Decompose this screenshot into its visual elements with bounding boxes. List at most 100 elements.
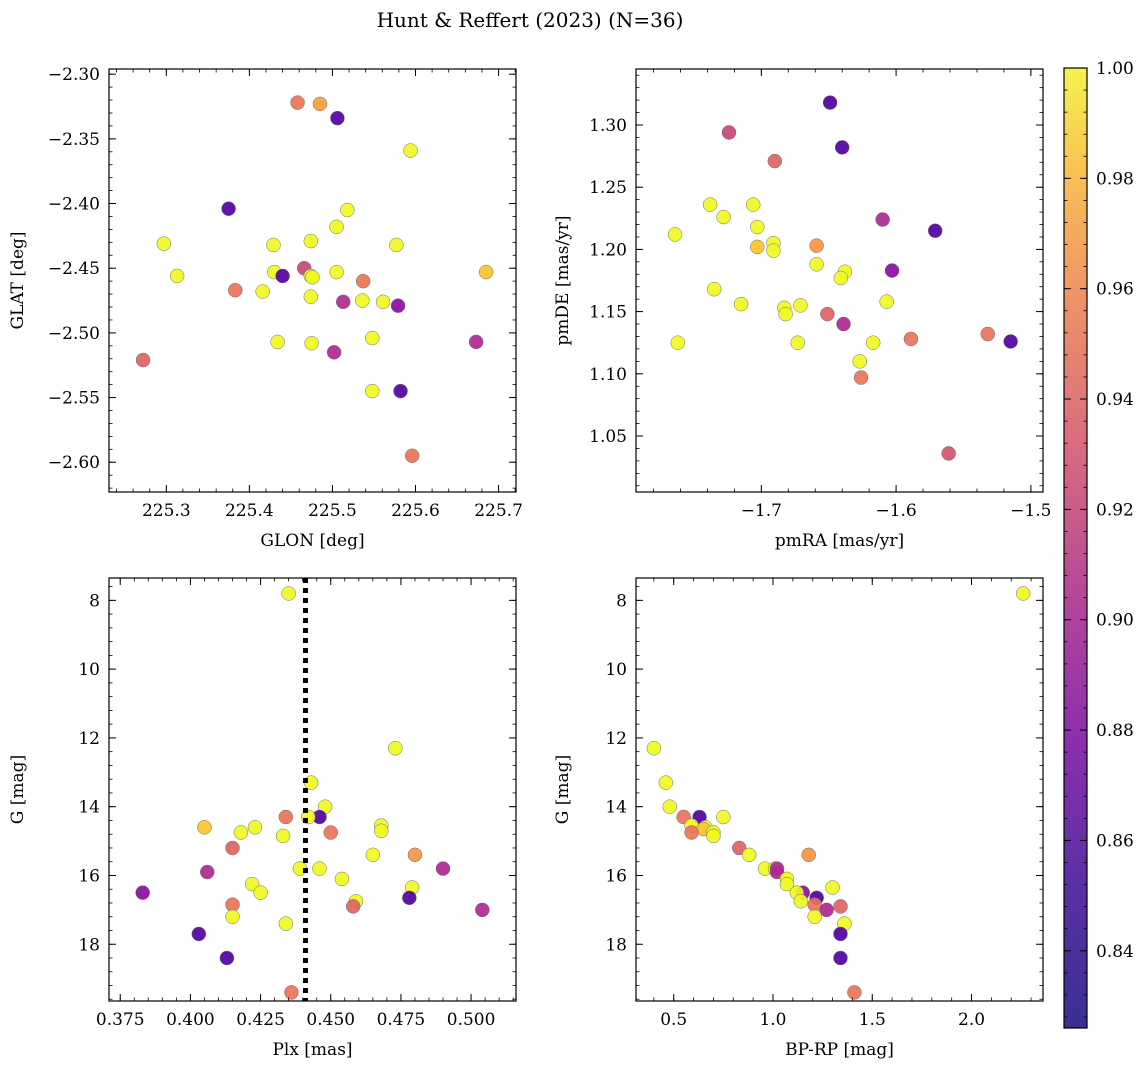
ticks: 225.3 225.4 225.5 225.6 225.7 −2.60 −2.55 −2.50… xyxy=(48,65,523,521)
data-point xyxy=(833,926,848,942)
x-tick-label: 1.0 xyxy=(759,1010,786,1030)
x-axis-label: Plx [mas] xyxy=(272,1040,352,1060)
y-axis-label: G [mag] xyxy=(553,755,573,824)
data-point xyxy=(169,268,185,284)
data-point xyxy=(478,264,494,280)
data-point xyxy=(769,864,785,880)
data-point xyxy=(646,740,662,756)
data-point xyxy=(290,95,305,110)
x-tick-label: 0.500 xyxy=(447,1010,496,1030)
data-point xyxy=(278,809,294,825)
panels: 225.3 225.4 225.5 225.6 225.7 −2.60 −2.55 −2.50… xyxy=(8,65,1052,1060)
data-point xyxy=(365,383,380,399)
data-point xyxy=(191,926,207,942)
data-point xyxy=(135,885,150,900)
data-point xyxy=(303,289,319,304)
data-point xyxy=(312,861,327,876)
plot-area xyxy=(667,95,1018,461)
x-tick-label: −1.5 xyxy=(1010,501,1051,521)
x-tick-label: 0.375 xyxy=(96,1010,145,1030)
data-point xyxy=(225,909,240,924)
data-point xyxy=(836,316,851,332)
data-point xyxy=(326,345,342,360)
data-point xyxy=(819,902,834,918)
data-point xyxy=(793,894,809,909)
panel-1: 225.3 225.4 225.5 225.6 225.7 −2.60 −2.55 −2.50… xyxy=(8,65,523,551)
y-tick-label: 12 xyxy=(78,729,100,749)
data-point xyxy=(475,902,490,918)
ticks: 0.375 0.400 0.425 0.450 0.475 0.500 8 10 12 14 16 1… xyxy=(78,578,516,1030)
data-point xyxy=(404,448,420,464)
y-tick-label: −2.40 xyxy=(48,195,100,215)
data-point xyxy=(281,586,296,601)
data-point xyxy=(407,847,423,863)
y-tick-label: −2.55 xyxy=(48,389,100,409)
data-point xyxy=(733,296,749,312)
x-axis-label: pmRA [mas/yr] xyxy=(775,531,904,551)
x-tick-label: 1.5 xyxy=(859,1010,886,1030)
axes-frame xyxy=(635,68,1044,493)
y-axis-label: GLAT [deg] xyxy=(8,231,28,329)
data-point xyxy=(834,140,850,155)
data-point xyxy=(197,820,212,835)
data-point xyxy=(389,237,404,253)
data-point xyxy=(879,294,894,309)
x-axis-label: BP-RP [mag] xyxy=(785,1040,894,1060)
data-point xyxy=(807,909,822,924)
data-point xyxy=(393,383,408,399)
y-tick-label: 14 xyxy=(78,798,100,818)
x-tick-label: 225.5 xyxy=(308,501,357,521)
data-point xyxy=(793,298,808,313)
plot-area xyxy=(135,95,494,464)
data-point xyxy=(388,740,403,756)
data-point xyxy=(305,270,320,285)
data-point xyxy=(375,294,391,310)
x-tick-label: 225.6 xyxy=(391,501,440,521)
data-point xyxy=(402,890,417,906)
data-point xyxy=(766,243,781,258)
data-point xyxy=(219,950,235,966)
panel-2: −1.7 −1.6 −1.5 1.05 1.10 1.15 1.20 1.25 1.30 pmRA… xyxy=(553,68,1052,551)
data-point xyxy=(833,950,848,966)
y-tick-label: 10 xyxy=(605,660,627,680)
data-point xyxy=(670,335,686,350)
y-tick-label: 12 xyxy=(605,729,627,749)
data-point xyxy=(809,257,824,272)
data-point xyxy=(345,899,361,914)
data-point xyxy=(1003,334,1018,349)
y-tick-label: −2.45 xyxy=(48,259,100,279)
colorbar-tick-label: 0.84 xyxy=(1096,942,1134,962)
data-point xyxy=(825,880,840,895)
data-point xyxy=(941,446,956,461)
colorbar-tick-label: 0.88 xyxy=(1096,721,1134,741)
colorbar-tick-label: 1.00 xyxy=(1096,59,1134,79)
y-tick-label: 1.25 xyxy=(589,178,627,198)
data-point xyxy=(750,219,765,235)
axes-frame xyxy=(635,577,1044,1002)
data-point xyxy=(468,334,484,350)
data-point xyxy=(266,237,281,253)
x-tick-label: −1.6 xyxy=(875,501,916,521)
data-point xyxy=(278,916,294,931)
data-point xyxy=(820,306,835,322)
y-tick-label: −2.50 xyxy=(48,324,100,344)
data-point xyxy=(365,847,381,863)
data-point xyxy=(335,294,351,310)
data-point xyxy=(721,125,737,140)
data-point xyxy=(767,153,783,169)
data-point xyxy=(903,331,919,347)
x-tick-label: 225.3 xyxy=(142,501,191,521)
colorbar: 0.84 0.86 0.88 0.90 0.92 0.94 0.96 0.98 1.00 xyxy=(1063,59,1134,1029)
data-point xyxy=(853,370,869,385)
data-point xyxy=(275,268,290,284)
data-point xyxy=(156,236,172,251)
data-point xyxy=(403,143,418,158)
figure-title: Hunt & Reffert (2023) (N=36) xyxy=(377,8,684,32)
data-point xyxy=(684,825,699,840)
data-point xyxy=(355,293,370,308)
y-axis-label: G [mag] xyxy=(8,755,28,824)
data-point xyxy=(833,270,849,286)
data-point xyxy=(228,282,243,298)
y-tick-label: 8 xyxy=(89,591,100,611)
colorbar-tick-label: 0.90 xyxy=(1096,611,1134,631)
